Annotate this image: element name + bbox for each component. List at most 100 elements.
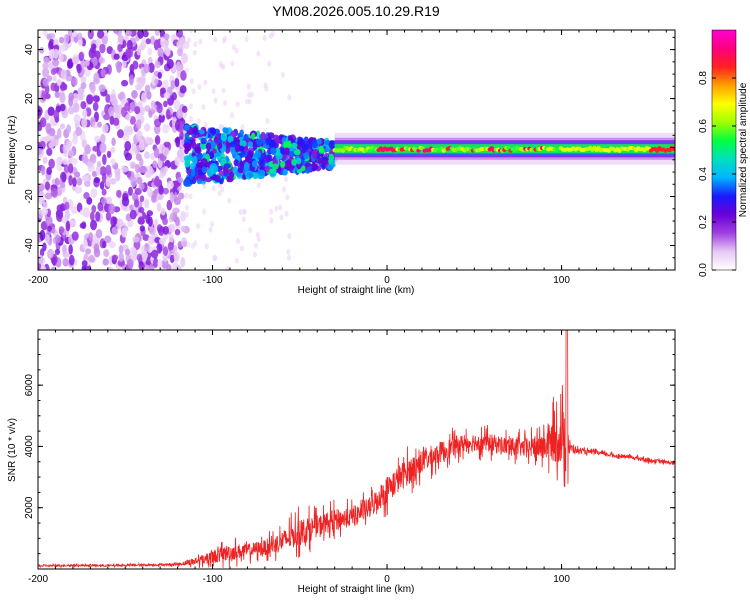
spectrogram-cell [244, 98, 249, 105]
spectrogram-cell [80, 100, 87, 110]
spectrogram-cell [117, 43, 123, 53]
spectrogram-xtick-label: 100 [553, 275, 570, 286]
spectrogram-cell [271, 163, 279, 170]
spectrogram-cell [279, 161, 285, 168]
spectrogram-cell [83, 192, 90, 200]
spectrogram-cell [166, 199, 173, 211]
spectrogram-cell [53, 109, 60, 120]
spectrogram-cell [115, 170, 121, 182]
spectrogram-cell [205, 142, 212, 151]
spectrogram-cell [42, 67, 50, 78]
spectrogram-cell [316, 138, 322, 145]
spectrogram-cell [124, 140, 132, 152]
spectrogram-cell [54, 248, 61, 255]
spectrogram-cell [48, 38, 55, 50]
spectrogram-cell [63, 33, 70, 44]
spectrogram-cell [211, 185, 216, 192]
spectrogram-cell [243, 133, 249, 141]
spectrogram-frame [37, 29, 676, 271]
spectrogram-cell [204, 243, 209, 250]
spectrogram-cell [143, 123, 151, 132]
spectrogram-cell [106, 266, 114, 270]
spectrogram-cell [139, 76, 145, 88]
spectrogram-cell [153, 39, 160, 51]
spectrogram-cell [82, 109, 88, 118]
spectrogram-cell [166, 180, 174, 190]
spectrogram-cell [61, 215, 68, 224]
spectrogram-cell [227, 174, 234, 183]
spectrogram-cell [245, 156, 250, 163]
spectrogram-cell [239, 245, 244, 252]
spectrogram-cell [57, 209, 64, 219]
colorbar-tick-label: 0.4 [698, 167, 709, 181]
spectrogram-cell [250, 132, 256, 140]
spectrogram-cell [112, 117, 120, 126]
spectrogram-cell [251, 160, 258, 168]
spectrogram-cell [100, 133, 106, 144]
spectrogram-cell [43, 56, 50, 64]
colorbar-tick-label: 0.8 [698, 71, 709, 85]
spectrogram-cell [154, 134, 161, 146]
spectrogram-cell [52, 59, 60, 67]
spectrogram-cell [61, 109, 69, 119]
spectrogram-cell [173, 251, 180, 263]
spectrogram-cell [82, 175, 89, 182]
spectrogram-cell [221, 63, 226, 70]
colorbar-frame [711, 29, 737, 271]
spectrogram-cell [113, 53, 120, 60]
colorbar-ticks: 0.0 0.2 0.4 0.6 0.8 [698, 71, 736, 277]
spectrogram-cell [193, 240, 198, 247]
spectrogram-cell [280, 72, 285, 79]
spectrogram-cell [233, 159, 239, 167]
spectrogram-cell [169, 191, 175, 203]
spectrogram-cell [220, 186, 225, 193]
spectrogram-cell [139, 195, 145, 203]
spectrogram-cell [157, 47, 164, 58]
spectrogram-cell [312, 151, 318, 160]
spectrogram-cell [70, 158, 78, 165]
spectrogram-cell [169, 254, 175, 264]
spectrogram-cell [192, 49, 197, 56]
spectrogram-cell [102, 258, 109, 266]
spectrogram-cell [105, 164, 112, 176]
spectrogram-cell [199, 129, 205, 135]
spectrogram-cell [328, 153, 335, 162]
spectrogram-cell [189, 78, 194, 85]
spectrogram-cell [213, 97, 218, 104]
spectrogram-cell [104, 235, 112, 244]
spectrogram-cell [101, 188, 107, 196]
colorbar-tick-label: 0.2 [698, 215, 709, 229]
spectrogram-cell [212, 255, 217, 262]
spectrogram-cell [121, 196, 130, 207]
spectrogram-cell [321, 159, 329, 166]
spectrogram-cell [88, 254, 95, 263]
spectrogram-cell [163, 33, 170, 40]
spectrogram-cell [265, 117, 270, 124]
spectrogram-cell [247, 141, 254, 149]
spectrogram-cell [235, 101, 240, 108]
spectrogram-cell [75, 126, 83, 136]
spectrogram-cell [134, 199, 139, 208]
snr-panel: -200 -100 0 100 2000 4000 6000 Height of strai… [7, 329, 676, 595]
spectrogram-cell [225, 265, 230, 270]
spectrogram-cell [103, 113, 111, 121]
spectrogram-cell [158, 143, 166, 154]
spectrogram-cell [121, 79, 129, 87]
spectrogram-cell [60, 182, 66, 189]
spectrogram-cell [318, 148, 325, 154]
spectrogram-cell [202, 208, 207, 215]
spectrogram-cell [126, 258, 134, 269]
spectrogram-cell [106, 150, 112, 159]
spectrogram-cell [82, 239, 88, 250]
spectrogram-cell [124, 113, 132, 121]
spectrogram-cell [73, 114, 81, 124]
spectrogram-cell [91, 43, 97, 50]
spectrogram-cell [74, 171, 81, 178]
spectrogram-cell [146, 187, 153, 198]
spectrogram-cell [50, 187, 58, 198]
spectrogram-cell [178, 192, 185, 200]
spectrogram-cell [184, 124, 190, 131]
spectrogram-cell [170, 211, 178, 222]
spectrogram-cell [41, 207, 49, 216]
